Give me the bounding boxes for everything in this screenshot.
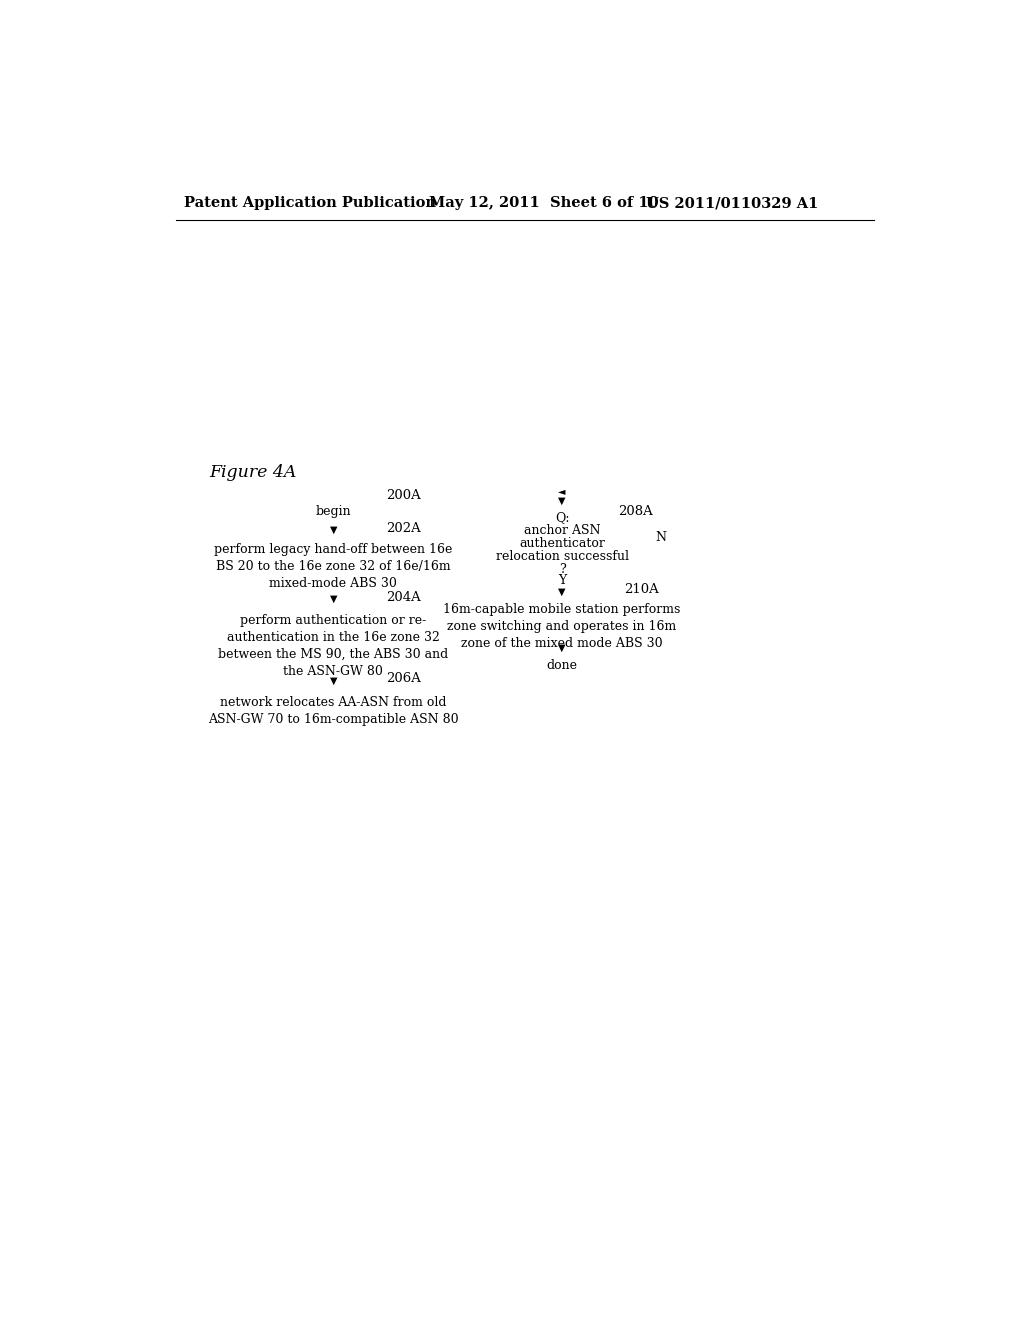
Text: Figure 4A: Figure 4A	[209, 465, 297, 480]
Text: ▼: ▼	[330, 524, 337, 535]
Text: begin: begin	[315, 504, 351, 517]
Text: 16m-capable mobile station performs
zone switching and operates in 16m
zone of t: 16m-capable mobile station performs zone…	[443, 603, 681, 651]
Text: 208A: 208A	[617, 504, 652, 517]
Text: ◄: ◄	[558, 486, 565, 496]
Text: ▼: ▼	[558, 496, 565, 506]
Text: 202A: 202A	[386, 521, 421, 535]
Text: ▼: ▼	[558, 643, 565, 652]
Text: Y: Y	[558, 574, 566, 587]
Text: 200A: 200A	[386, 490, 421, 502]
Text: ▼: ▼	[330, 594, 337, 603]
Text: May 12, 2011  Sheet 6 of 10: May 12, 2011 Sheet 6 of 10	[429, 197, 658, 210]
Text: perform authentication or re-
authentication in the 16e zone 32
between the MS 9: perform authentication or re- authentica…	[218, 614, 449, 678]
Text: authenticator: authenticator	[519, 537, 605, 550]
Text: ?: ?	[559, 564, 565, 577]
Text: ▼: ▼	[558, 587, 565, 597]
Text: done: done	[547, 659, 578, 672]
Text: ▼: ▼	[330, 676, 337, 685]
Text: Q:: Q:	[555, 511, 569, 524]
Text: N: N	[655, 531, 666, 544]
Text: perform legacy hand-off between 16e
BS 20 to the 16e zone 32 of 16e/16m
mixed-mo: perform legacy hand-off between 16e BS 2…	[214, 544, 453, 590]
Text: 206A: 206A	[386, 672, 421, 685]
Text: 204A: 204A	[386, 591, 421, 603]
Text: relocation successful: relocation successful	[496, 550, 629, 564]
Text: US 2011/0110329 A1: US 2011/0110329 A1	[646, 197, 818, 210]
Text: network relocates AA-ASN from old
ASN-GW 70 to 16m-compatible ASN 80: network relocates AA-ASN from old ASN-GW…	[208, 696, 459, 726]
Text: anchor ASN: anchor ASN	[523, 524, 600, 537]
Text: 210A: 210A	[624, 583, 658, 597]
Text: Patent Application Publication: Patent Application Publication	[183, 197, 436, 210]
